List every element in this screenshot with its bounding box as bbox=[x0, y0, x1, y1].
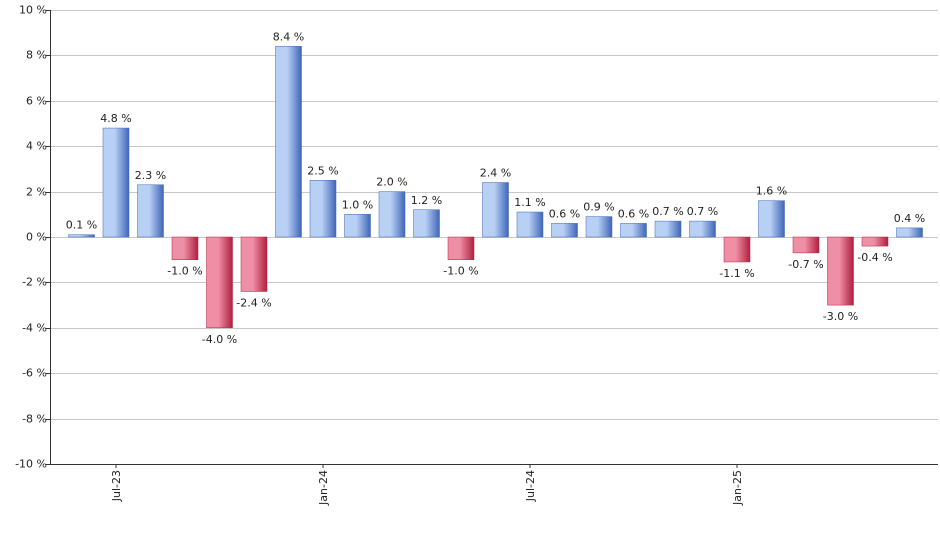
bar bbox=[275, 46, 302, 238]
bar bbox=[137, 184, 164, 238]
y-tick-label: 6 % bbox=[26, 95, 47, 108]
bar bbox=[309, 180, 337, 238]
x-tick-label: Jan-24 bbox=[317, 470, 330, 506]
data-label: 0.7 % bbox=[687, 205, 718, 218]
data-label: 0.9 % bbox=[583, 201, 614, 214]
bar bbox=[896, 227, 923, 238]
data-label: -1.0 % bbox=[443, 265, 478, 278]
y-tick-label: 2 % bbox=[26, 186, 47, 199]
data-label: 0.4 % bbox=[894, 212, 925, 225]
bar bbox=[378, 191, 406, 238]
data-label: 1.6 % bbox=[756, 185, 787, 198]
data-label: 1.2 % bbox=[411, 194, 442, 207]
x-tick-label: Jan-25 bbox=[731, 470, 744, 506]
data-label: -1.1 % bbox=[719, 267, 754, 280]
bar bbox=[585, 216, 613, 238]
bar bbox=[758, 200, 785, 238]
bar bbox=[240, 236, 268, 292]
data-label: -0.7 % bbox=[788, 258, 823, 271]
data-label: 0.6 % bbox=[549, 207, 580, 220]
data-label: 2.5 % bbox=[307, 164, 338, 177]
bar bbox=[344, 214, 371, 238]
bars bbox=[68, 46, 923, 329]
bar bbox=[620, 223, 647, 238]
y-tick-label: 8 % bbox=[26, 49, 47, 62]
data-labels: 0.1 % 4.8 % 2.3 % -1.0 % -4.0 % -2.4 % 8.4 % 2.… bbox=[66, 30, 925, 345]
y-tick-label: 10 % bbox=[19, 4, 47, 17]
bar bbox=[792, 236, 820, 254]
data-label: 2.3 % bbox=[135, 169, 166, 182]
y-tick-label: -4 % bbox=[22, 322, 47, 335]
bar bbox=[482, 182, 509, 238]
bar bbox=[516, 211, 544, 238]
data-label: 4.8 % bbox=[100, 112, 131, 125]
bar bbox=[171, 236, 199, 260]
x-tick-label: Jul-23 bbox=[110, 470, 123, 502]
bar bbox=[551, 223, 578, 238]
data-label: 2.4 % bbox=[480, 167, 511, 180]
data-label: -0.4 % bbox=[857, 251, 892, 264]
y-tick-label: -2 % bbox=[22, 276, 47, 289]
bar bbox=[447, 236, 475, 260]
data-label: 0.6 % bbox=[618, 207, 649, 220]
bar bbox=[689, 220, 716, 238]
bar bbox=[654, 220, 682, 238]
data-label: 1.0 % bbox=[342, 198, 373, 211]
x-tick-label: Jul-24 bbox=[524, 470, 537, 502]
bar bbox=[413, 209, 440, 238]
data-label: -4.0 % bbox=[202, 333, 237, 346]
y-axis-ticks: 10 % 8 % 6 % 4 % 2 % 0 % -2 % -4 % -6 % -8 % -10 % bbox=[15, 4, 50, 471]
bar bbox=[723, 236, 751, 263]
data-label: -2.4 % bbox=[236, 296, 271, 309]
y-tick-label: 4 % bbox=[26, 140, 47, 153]
bar bbox=[68, 234, 95, 238]
bar bbox=[861, 236, 889, 247]
y-tick-label: 0 % bbox=[26, 231, 47, 244]
data-label: -1.0 % bbox=[167, 265, 202, 278]
bar bbox=[102, 127, 130, 238]
data-label: 0.7 % bbox=[652, 205, 683, 218]
data-label: -3.0 % bbox=[823, 310, 858, 323]
y-tick-label: -6 % bbox=[22, 367, 47, 380]
bar bbox=[827, 236, 854, 306]
axes bbox=[50, 10, 938, 465]
data-label: 8.4 % bbox=[273, 30, 304, 43]
bar bbox=[206, 236, 233, 329]
y-tick-label: -10 % bbox=[15, 458, 47, 471]
x-axis-ticks: Jul-23 Jan-24 Jul-24 Jan-25 bbox=[110, 464, 744, 506]
data-label: 2.0 % bbox=[376, 176, 407, 189]
data-label: 1.1 % bbox=[514, 196, 545, 209]
y-tick-label: -8 % bbox=[22, 413, 47, 426]
data-label: 0.1 % bbox=[66, 219, 97, 232]
